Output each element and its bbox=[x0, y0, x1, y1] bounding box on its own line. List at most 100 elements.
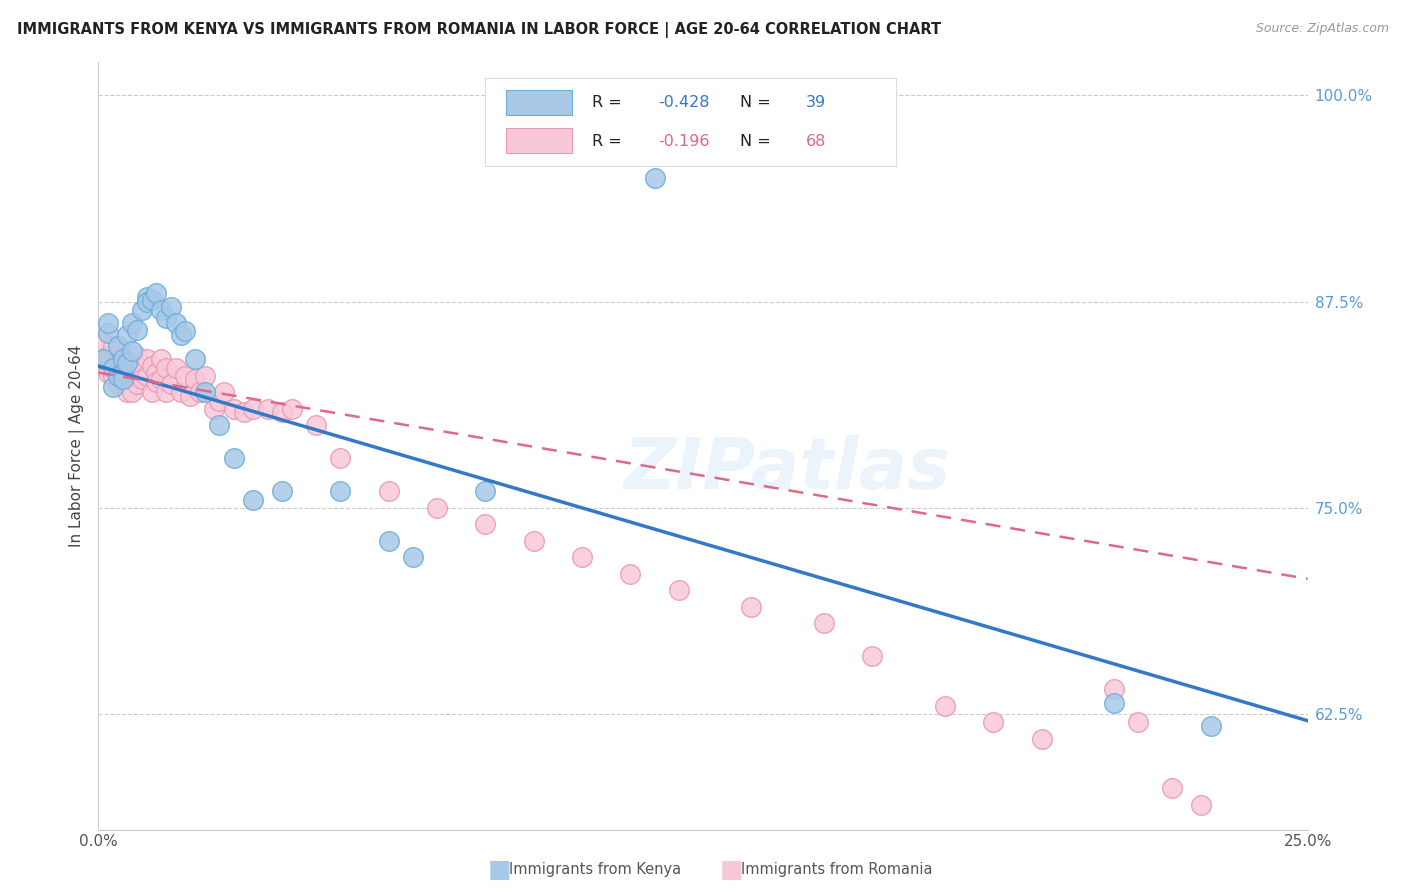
Point bbox=[145, 376, 167, 390]
Point bbox=[232, 405, 254, 419]
Text: ■: ■ bbox=[720, 858, 742, 881]
Point bbox=[668, 583, 690, 598]
Point bbox=[127, 323, 149, 337]
Point bbox=[97, 326, 120, 340]
Y-axis label: In Labor Force | Age 20-64: In Labor Force | Age 20-64 bbox=[69, 345, 84, 547]
Point bbox=[141, 385, 163, 400]
Text: Immigrants from Kenya: Immigrants from Kenya bbox=[509, 863, 681, 877]
Point bbox=[121, 344, 143, 359]
Point bbox=[111, 360, 134, 375]
Point bbox=[377, 484, 399, 499]
Text: ZIPatlas: ZIPatlas bbox=[624, 434, 952, 503]
Point bbox=[222, 401, 245, 416]
Point bbox=[329, 451, 352, 466]
Point bbox=[97, 349, 120, 363]
Point bbox=[169, 385, 191, 400]
Point bbox=[117, 366, 139, 380]
Point bbox=[208, 418, 231, 433]
Point bbox=[188, 385, 211, 400]
Point bbox=[256, 401, 278, 416]
Point bbox=[111, 372, 134, 386]
Point bbox=[117, 385, 139, 400]
Point bbox=[305, 418, 328, 433]
Point bbox=[111, 366, 134, 380]
Point bbox=[101, 360, 124, 375]
Point bbox=[131, 360, 153, 375]
Point bbox=[155, 385, 177, 400]
Point bbox=[1031, 731, 1053, 746]
Point bbox=[135, 294, 157, 309]
Point bbox=[91, 352, 114, 367]
Point bbox=[184, 372, 207, 386]
Point bbox=[117, 349, 139, 363]
Point bbox=[242, 401, 264, 416]
Point bbox=[111, 352, 134, 367]
Point bbox=[242, 492, 264, 507]
Point bbox=[160, 300, 183, 314]
Point bbox=[107, 377, 129, 392]
Text: IMMIGRANTS FROM KENYA VS IMMIGRANTS FROM ROMANIA IN LABOR FORCE | AGE 20-64 CORR: IMMIGRANTS FROM KENYA VS IMMIGRANTS FROM… bbox=[17, 22, 941, 38]
Point bbox=[523, 533, 546, 548]
Point bbox=[474, 484, 496, 499]
Point bbox=[1128, 715, 1150, 730]
Point bbox=[117, 356, 139, 370]
Point bbox=[155, 311, 177, 326]
Point bbox=[150, 302, 173, 317]
Point bbox=[271, 405, 294, 419]
Point bbox=[619, 566, 641, 581]
Text: Immigrants from Romania: Immigrants from Romania bbox=[741, 863, 932, 877]
Point bbox=[184, 352, 207, 367]
Point bbox=[131, 372, 153, 386]
Point bbox=[150, 352, 173, 367]
Point bbox=[194, 368, 217, 383]
Point bbox=[644, 170, 666, 185]
Text: Source: ZipAtlas.com: Source: ZipAtlas.com bbox=[1256, 22, 1389, 36]
Point bbox=[165, 316, 187, 330]
Point bbox=[934, 698, 956, 713]
Point bbox=[127, 349, 149, 363]
Point bbox=[981, 715, 1004, 730]
Point bbox=[150, 372, 173, 386]
Point bbox=[97, 316, 120, 330]
Point bbox=[91, 359, 114, 373]
Point bbox=[101, 368, 124, 383]
Point bbox=[281, 401, 304, 416]
Point bbox=[121, 316, 143, 330]
Point bbox=[97, 366, 120, 380]
Point bbox=[145, 366, 167, 380]
Point bbox=[145, 286, 167, 301]
Point bbox=[107, 356, 129, 370]
Point bbox=[101, 380, 124, 394]
Point bbox=[1189, 797, 1212, 812]
Point bbox=[1102, 696, 1125, 710]
Point bbox=[212, 385, 235, 400]
Point bbox=[107, 368, 129, 383]
Point bbox=[426, 500, 449, 515]
Point bbox=[222, 451, 245, 466]
Point bbox=[141, 359, 163, 373]
Point bbox=[155, 360, 177, 375]
Text: ■: ■ bbox=[488, 858, 510, 881]
Point bbox=[271, 484, 294, 499]
Point bbox=[179, 389, 201, 403]
Point bbox=[107, 339, 129, 353]
Point bbox=[1102, 682, 1125, 697]
Point bbox=[194, 385, 217, 400]
Point bbox=[813, 616, 835, 631]
Point bbox=[165, 360, 187, 375]
Point bbox=[101, 339, 124, 353]
Point bbox=[111, 352, 134, 367]
Point bbox=[141, 293, 163, 307]
Point bbox=[107, 366, 129, 380]
Point bbox=[571, 550, 593, 565]
Point bbox=[402, 550, 425, 565]
Point bbox=[121, 385, 143, 400]
Point bbox=[174, 324, 197, 338]
Point bbox=[208, 393, 231, 408]
Point bbox=[169, 327, 191, 342]
Point bbox=[377, 533, 399, 548]
Point bbox=[135, 352, 157, 367]
Point bbox=[135, 290, 157, 304]
Point bbox=[131, 302, 153, 317]
Point bbox=[121, 368, 143, 383]
